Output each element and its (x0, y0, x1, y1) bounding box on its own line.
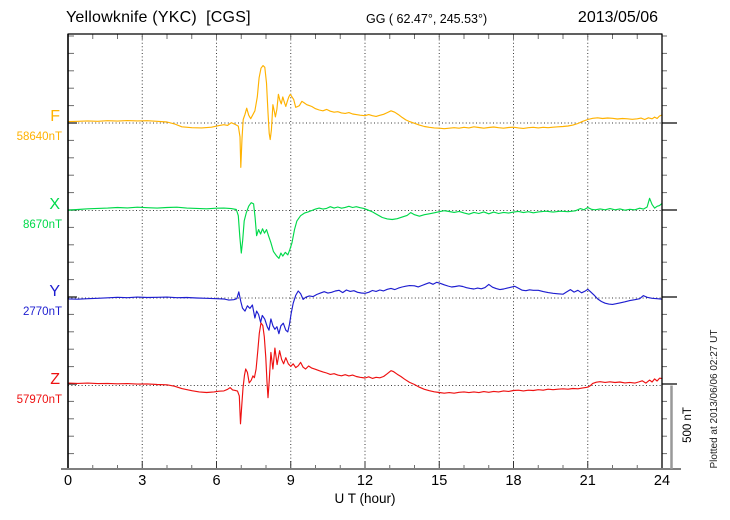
component-letter-f: F (50, 108, 60, 125)
component-letter-y: Y (49, 283, 60, 300)
x-tick-label-6: 6 (212, 473, 221, 489)
trace-z (67, 322, 663, 425)
x-tick-label-15: 15 (431, 473, 448, 489)
trace-y (67, 281, 663, 335)
geographic-coordinates: GG ( 62.47°, 245.53°) (366, 12, 488, 26)
plot-border (61, 33, 681, 470)
x-tick-label-21: 21 (579, 473, 596, 489)
traces (67, 65, 663, 425)
x-tick-label-12: 12 (356, 473, 374, 489)
station-title: Yellowknife (YKC) [CGS] (66, 9, 251, 26)
baseline-value-f: 58640nT (16, 131, 62, 143)
component-letter-z: Z (50, 370, 60, 388)
scale-bar-label: 500 nT (682, 407, 694, 443)
x-axis-title: U T (hour) (334, 491, 396, 506)
x-tick-label-9: 9 (286, 473, 295, 489)
x-tick-label-0: 0 (63, 473, 73, 489)
axis-ticks (68, 34, 677, 469)
component-letter-x: X (49, 195, 60, 213)
trace-f (67, 65, 663, 168)
baseline-value-x: 8670nT (22, 218, 62, 231)
x-tick-label-3: 3 (138, 473, 147, 489)
trace-x (67, 197, 663, 259)
observation-date: 2013/05/06 (577, 9, 658, 26)
x-tick-label-24: 24 (653, 473, 671, 489)
baseline-value-y: 2770nT (22, 306, 62, 318)
gridlines (68, 36, 662, 468)
plotted-at-note: Plotted at 2013/06/06 02:27 UT (709, 329, 720, 469)
baseline-value-z: 57970nT (16, 393, 62, 406)
x-tick-label-18: 18 (505, 473, 522, 489)
